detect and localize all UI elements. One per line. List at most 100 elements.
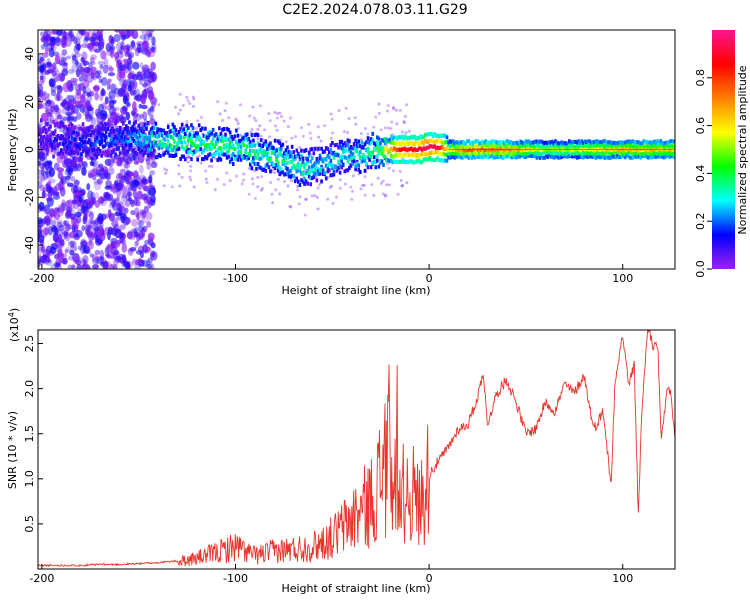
spectrogram-cell	[190, 123, 193, 128]
spectrogram-cell	[354, 138, 357, 143]
spectrogram-cell	[448, 139, 452, 144]
spectrogram-cell	[159, 130, 162, 135]
spectrogram-cell	[197, 154, 201, 158]
spectrogram-cell	[447, 155, 450, 160]
spectrogram-cell	[219, 150, 223, 155]
spectrogram-cell	[653, 154, 656, 159]
spectrogram-cell	[182, 130, 185, 135]
spectrogram-cell	[208, 152, 212, 157]
spectrogram-cell	[453, 151, 457, 156]
spectrogram-cell	[358, 169, 362, 174]
spectrogram-cell	[238, 143, 241, 148]
spectrogram-cell	[73, 125, 77, 130]
spectrogram-cell	[408, 159, 412, 164]
spectrogram-cell	[239, 147, 243, 152]
spectrogram-cell	[171, 148, 175, 153]
spectrogram-cell	[99, 93, 104, 102]
spectrogram-cell	[147, 257, 153, 264]
spectrogram-cell	[281, 159, 285, 164]
spectrogram-cell	[66, 94, 71, 100]
spectrogram-cell	[202, 140, 206, 145]
spectrogram-cell	[397, 153, 401, 158]
spectrogram-cell	[273, 110, 277, 114]
spectrogram-cell	[489, 151, 492, 156]
spectrogram-cell	[207, 131, 210, 136]
spectrogram-cell	[363, 142, 367, 147]
spectrogram-cell	[650, 151, 653, 156]
spectrogram-cell	[258, 156, 261, 161]
spectrogram-cell	[289, 178, 293, 182]
x-tick-label: 100	[612, 572, 633, 585]
spectrogram-cell	[244, 155, 247, 160]
spectrogram-cell	[38, 201, 45, 211]
spectrogram-cell	[396, 153, 399, 158]
spectrogram-cell	[307, 174, 311, 179]
spectrogram-cell	[251, 105, 255, 109]
spectrogram-cell	[121, 121, 125, 126]
spectrogram-cell	[125, 175, 133, 185]
spectrogram-cell	[439, 139, 443, 144]
spectrogram-cell	[87, 190, 94, 201]
spectrogram-cell	[73, 184, 79, 194]
spectrogram-cell	[51, 30, 59, 35]
spectrogram-cell	[121, 140, 125, 145]
spectrogram-cell	[185, 128, 189, 133]
spectrogram-cell	[410, 134, 413, 139]
spectrogram-cell	[173, 153, 176, 158]
spectrogram-cell	[295, 148, 299, 153]
spectrogram-cell	[287, 154, 291, 159]
spectrogram-cell	[385, 183, 389, 187]
spectrogram-cell	[61, 142, 65, 147]
spectrogram-cell	[94, 141, 97, 146]
spectrogram-cell	[600, 146, 604, 151]
spectrogram-cell	[86, 106, 95, 112]
spectrogram-cell	[53, 136, 57, 141]
spectrogram-cell	[389, 146, 393, 151]
spectrogram-cell	[403, 160, 407, 165]
spectrogram-cell	[87, 138, 91, 143]
spectrogram-cell	[112, 251, 117, 260]
spectrogram-cell	[214, 132, 218, 137]
spectrogram-cell	[72, 126, 76, 131]
spectrogram-cell	[105, 261, 112, 269]
spectrogram-cell	[154, 121, 158, 126]
spectrogram-cell	[637, 148, 641, 153]
spectrogram-cell	[227, 137, 230, 142]
spectrogram-cell	[74, 163, 80, 169]
spectrogram-cell	[138, 230, 144, 240]
spectrogram-cell	[392, 107, 396, 111]
spectrogram-cell	[355, 161, 359, 166]
spectrogram-cell	[165, 143, 168, 148]
spectrogram-cell	[77, 151, 80, 156]
spectrogram-cell	[355, 149, 359, 154]
spectrogram-cell	[324, 163, 328, 168]
spectrogram-cell	[436, 145, 440, 150]
spectrogram-cell	[330, 184, 334, 188]
spectrogram-cell	[52, 139, 55, 144]
spectrogram-cell	[202, 157, 206, 162]
spectrogram-cell	[433, 144, 436, 149]
spectrogram-cell	[38, 231, 43, 236]
spectrogram-cell	[329, 112, 333, 116]
spectrogram-cell	[352, 142, 356, 147]
spectrogram-cell	[656, 148, 659, 153]
spectrogram-cell	[104, 149, 108, 154]
spectrogram-cell	[498, 154, 501, 159]
spectrogram-cell	[303, 168, 307, 172]
spectrogram-cell	[410, 159, 413, 164]
spectrogram-cell	[513, 151, 517, 156]
spectrogram-cell	[340, 159, 343, 164]
spectrogram-cell	[97, 151, 100, 156]
spectrogram-cell	[188, 135, 192, 140]
spectrogram-cell	[650, 155, 653, 160]
spectrogram-cell	[337, 159, 340, 164]
spectrogram-cell	[269, 146, 272, 151]
spectrogram-x-ticks: -200 -100 0 100	[29, 264, 633, 285]
spectrogram-cell	[589, 140, 593, 145]
y-tick-label: -20	[23, 188, 36, 206]
spectrogram-cell	[371, 131, 374, 136]
spectrogram-cell	[626, 142, 630, 147]
spectrogram-cell	[52, 119, 55, 124]
spectrogram-cell	[496, 150, 500, 155]
spectrogram-cell	[168, 153, 172, 158]
